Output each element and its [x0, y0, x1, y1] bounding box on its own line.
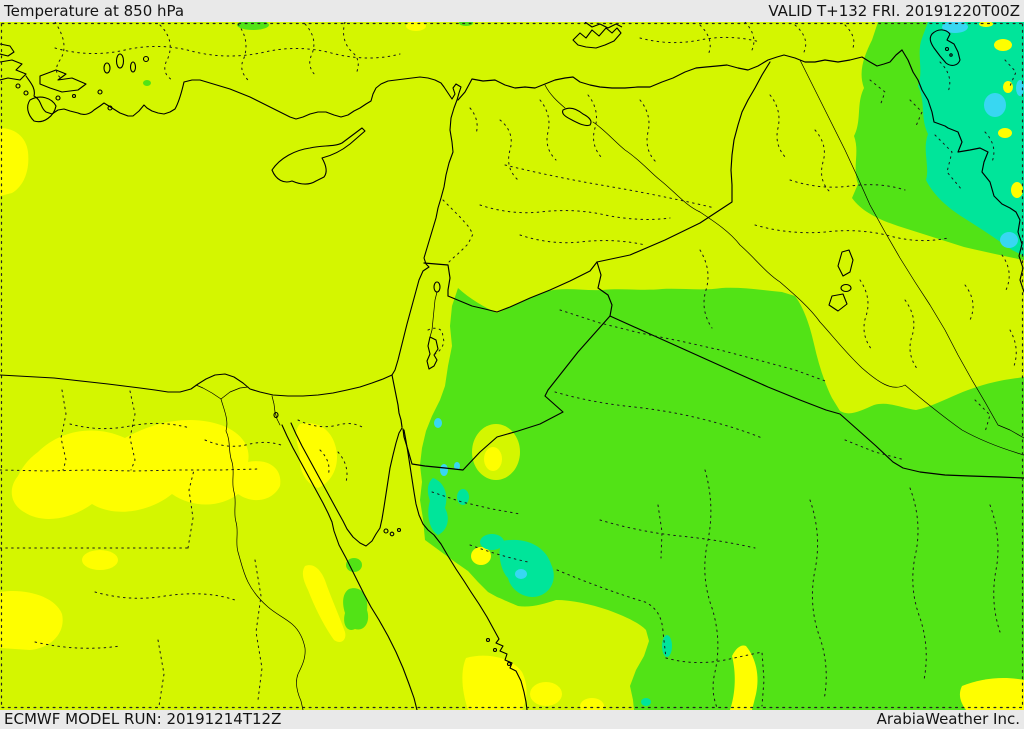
field-small-green-blobs — [143, 22, 473, 630]
red-sea-east-coast — [403, 429, 528, 710]
sinai-coastline — [290, 422, 403, 547]
map-frame — [0, 22, 1024, 709]
lake-layer — [103, 22, 961, 419]
border-turkey-syria-iraq — [457, 49, 903, 101]
jordan-river — [429, 291, 438, 338]
field-yellow-spots-northeast — [979, 22, 1023, 198]
dead-sea — [426, 336, 439, 370]
admin-boundary-layer — [0, 22, 1017, 710]
field-teal-core-northeast — [918, 22, 1024, 256]
lake-egirdir — [115, 53, 125, 69]
lake-tharthar — [837, 249, 854, 277]
border-jordan-saudi — [402, 315, 611, 471]
lake-assad — [562, 107, 592, 127]
river-layer — [195, 59, 1024, 710]
page-title: Temperature at 850 hPa — [4, 2, 185, 20]
cyprus-coastline — [271, 127, 366, 185]
border-jordan-iraq — [596, 261, 613, 317]
coastline-layer — [0, 43, 528, 710]
border-syria-iraq — [596, 61, 771, 263]
temperature-map — [0, 22, 1024, 710]
border-iran-west — [901, 49, 1024, 293]
nile-delta-branch-west — [195, 384, 222, 400]
tigris-river — [799, 59, 1024, 439]
field-yellow-patches-bottom — [462, 645, 1024, 710]
field-cyan-spots-northeast — [942, 22, 1024, 248]
nile-delta-branch-east — [220, 386, 249, 400]
footer-bar: ECMWF MODEL RUN: 20191214T12Z ArabiaWeat… — [0, 710, 1024, 729]
field-yellow-dot-jordan — [484, 447, 502, 471]
map-area — [0, 22, 1024, 710]
field-teal-pockets-south — [427, 478, 672, 706]
field-green-mass-south — [420, 287, 1024, 710]
border-syria-jordan — [447, 261, 598, 313]
border-egypt-israel — [391, 374, 403, 428]
temperature-field-layer — [0, 22, 1024, 710]
field-yellow-patches — [0, 22, 426, 650]
mediterranean-coastline — [0, 75, 462, 397]
model-run-label: ECMWF MODEL RUN: 20191214T12Z — [4, 710, 282, 728]
border-israel-lebanon — [423, 262, 451, 297]
ataturk-reservoir — [572, 27, 622, 49]
euphrates-river — [544, 84, 1024, 456]
lake-urmia — [929, 29, 961, 66]
field-cyan-spots-south — [434, 418, 527, 579]
country-border-layer — [391, 49, 1024, 479]
header-bar: Temperature at 850 hPa VALID T+132 FRI. … — [0, 0, 1024, 22]
gulf-of-suez-west — [281, 424, 418, 710]
border-iraq-saudi — [609, 315, 1024, 479]
field-yellow-dot-boundary — [471, 547, 491, 565]
nile-river — [220, 398, 306, 710]
suez-canal — [271, 395, 281, 426]
valid-time-label: VALID T+132 FRI. 20191220T00Z — [768, 2, 1020, 20]
brand-label: ArabiaWeather Inc. — [876, 710, 1020, 728]
